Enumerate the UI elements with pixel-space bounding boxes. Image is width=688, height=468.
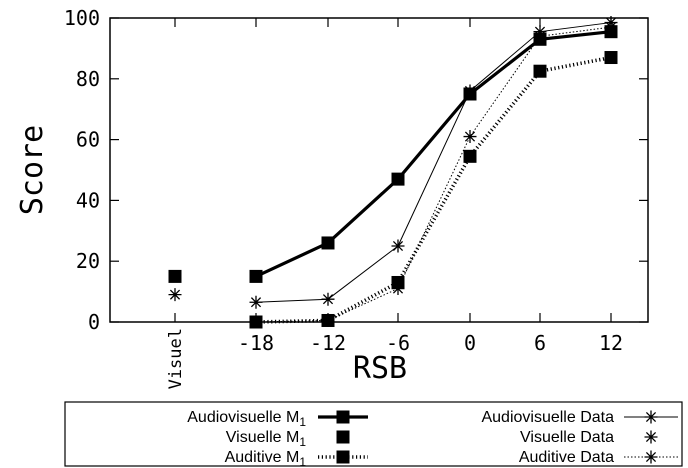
legend-marker [644, 450, 658, 464]
star-marker-strokes [168, 288, 182, 302]
series-visuelle-m-m1 [168, 269, 182, 283]
legend-entry-audiovisuelle-data: Audiovisuelle Data [481, 409, 678, 426]
y-tick-label: 60 [76, 128, 100, 152]
x-tick-label: -12 [310, 331, 346, 355]
y-tick-label: 100 [64, 6, 100, 30]
legend-box [64, 401, 683, 467]
star-marker-strokes [391, 239, 405, 253]
y-axis-title: Score [15, 125, 50, 215]
star-marker [463, 130, 477, 144]
x-tick-label: -18 [238, 331, 274, 355]
legend-entry-visuelle-data: Visuelle Data [520, 429, 658, 446]
legend-label: Auditive Data [519, 449, 614, 466]
series-auditive-m-m1 [249, 51, 618, 329]
legend-marker [644, 430, 658, 444]
series-line [255, 55, 612, 324]
y-tick-label: 20 [76, 249, 100, 273]
star-marker [249, 295, 263, 309]
y-tick-label: 80 [76, 67, 100, 91]
series-line [255, 26, 612, 323]
legend-marker [336, 430, 350, 444]
x-axis-title: RSB [353, 351, 407, 386]
square-marker [463, 149, 477, 163]
legend-entry-audiovisuelle-m-m1: Audiovisuelle M1 [187, 409, 368, 429]
series-layer [168, 16, 618, 329]
square-marker [321, 313, 335, 327]
star-marker-strokes [321, 292, 335, 306]
legend-entry-visuelle-m-m1: Visuelle M1 [226, 429, 350, 449]
x-tick-label: 6 [534, 331, 546, 355]
legend-label: Audiovisuelle M1 [187, 409, 306, 429]
y-tick-label: 0 [88, 310, 100, 334]
square-marker [391, 275, 405, 289]
x-tick-label: 12 [599, 331, 623, 355]
star-marker-strokes [249, 295, 263, 309]
square-marker [249, 315, 263, 329]
series-audiovisuelle-data [249, 16, 618, 309]
star-marker-strokes [644, 410, 658, 424]
square-marker [604, 51, 618, 65]
legend-label: Audiovisuelle Data [481, 409, 614, 426]
x-tick-label: Visuel [166, 328, 186, 389]
legend-marker [336, 410, 350, 424]
legend-entry-auditive-m-m1: Auditive M1 [225, 449, 368, 468]
x-tick-label: 0 [464, 331, 476, 355]
star-marker [168, 288, 182, 302]
series-line [255, 22, 612, 303]
legend-marker [336, 450, 350, 464]
star-marker-strokes [644, 430, 658, 444]
star-marker-strokes [644, 450, 658, 464]
series-visuelle-data [168, 288, 182, 302]
plot-frame [109, 17, 649, 323]
square-marker [463, 87, 477, 101]
y-tick-label: 40 [76, 188, 100, 212]
legend-marker [644, 410, 658, 424]
legend-label: Visuelle Data [520, 429, 614, 446]
series-line [255, 30, 612, 278]
square-marker [604, 25, 618, 39]
star-marker [321, 292, 335, 306]
square-marker [391, 172, 405, 186]
square-marker [249, 269, 263, 283]
square-marker [533, 32, 547, 46]
series-audiovisuelle-m-m1 [249, 25, 618, 283]
legend-label: Auditive M1 [225, 449, 307, 468]
square-marker [168, 269, 182, 283]
x-tick-label: -6 [386, 331, 410, 355]
star-marker [391, 239, 405, 253]
axes: 0 20 40 60 80 100 Visuel -18 -12 -6 0 6 12 Score RSB [15, 6, 649, 389]
star-marker-strokes [463, 130, 477, 144]
square-marker [321, 236, 335, 250]
square-marker [533, 64, 547, 78]
legend-entry-auditive-data: Auditive Data [519, 449, 678, 466]
legend-label: Visuelle M1 [226, 429, 307, 449]
